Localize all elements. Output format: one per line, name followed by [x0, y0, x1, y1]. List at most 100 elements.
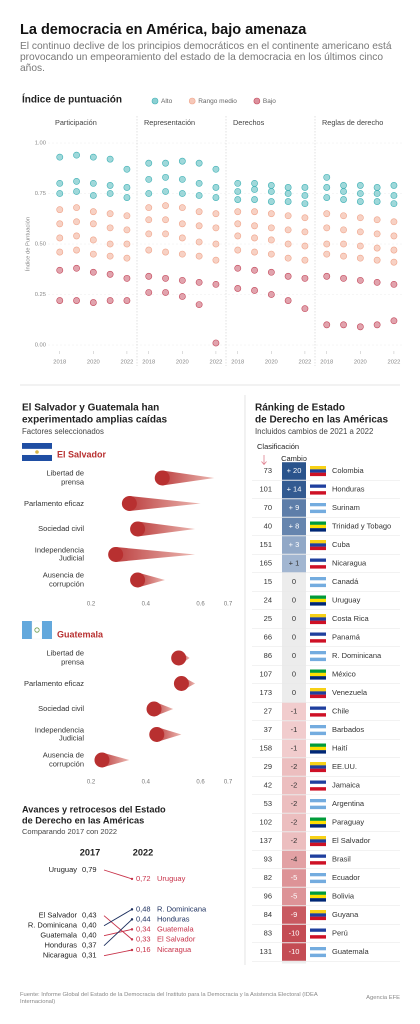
change-cell	[282, 628, 306, 647]
dot	[145, 204, 153, 212]
slope-end	[130, 938, 134, 941]
flag-stripe	[310, 894, 326, 899]
dot	[251, 186, 258, 193]
arrow-icon	[300, 451, 306, 462]
flag-stripe	[310, 595, 326, 599]
dot	[390, 246, 398, 254]
flag-stripe	[310, 521, 326, 525]
change: 0	[292, 614, 296, 623]
dot	[178, 190, 186, 197]
chart-title: Avances y retrocesos del Estado	[22, 804, 166, 814]
dot	[89, 250, 97, 258]
category-label: Libertad de prensa	[46, 648, 84, 666]
comet-head	[108, 547, 124, 562]
dot	[373, 244, 381, 252]
category-label: Independencia Judicial	[34, 545, 84, 563]
country-label: Guatemala	[157, 924, 195, 933]
change: 0	[292, 669, 296, 678]
dot	[356, 242, 364, 250]
dot	[123, 240, 131, 248]
flag-stripe	[310, 913, 326, 917]
rank: 107	[259, 669, 272, 678]
dot	[234, 188, 242, 195]
dot	[251, 196, 258, 203]
legend-label: Bajo	[263, 98, 276, 105]
change: -1	[291, 725, 298, 734]
dot	[356, 228, 364, 236]
dot	[56, 297, 64, 304]
dot	[234, 220, 242, 228]
dot	[73, 297, 80, 304]
dot	[162, 159, 169, 167]
dot	[373, 321, 381, 329]
flag-stripe	[310, 466, 326, 470]
country: Guyana	[332, 910, 359, 919]
dot	[356, 276, 364, 284]
dot	[373, 198, 381, 205]
slope-line	[103, 908, 133, 927]
flag-stripe	[310, 780, 326, 784]
rank: 131	[259, 947, 272, 956]
flag-stripe	[310, 509, 326, 514]
country: Honduras	[332, 484, 365, 493]
dot	[195, 222, 203, 230]
change: -5	[291, 873, 298, 882]
slope-line	[103, 869, 133, 880]
panel-title: Guatemala	[57, 629, 104, 639]
comet-head	[149, 727, 165, 742]
dot	[234, 246, 242, 254]
dot	[195, 159, 203, 167]
change-cell	[282, 647, 306, 665]
flag-stripe	[310, 620, 326, 625]
category-label: Parlamento eficaz	[23, 678, 84, 688]
change: -2	[291, 799, 298, 808]
y-axis-title: Índice de Puntuación	[25, 217, 32, 271]
flag-stripe	[310, 632, 326, 636]
page-subtitle: El continuo declive de los principios de…	[20, 41, 392, 74]
dot	[267, 250, 275, 258]
dot	[162, 274, 169, 282]
change: -2	[291, 817, 298, 826]
flag-stripe	[310, 953, 326, 958]
change-cell	[282, 591, 306, 610]
dot	[251, 222, 258, 230]
dot	[106, 240, 114, 248]
category-label: Parlamento eficaz	[23, 498, 84, 508]
rank: 83	[264, 928, 272, 937]
x-tick-label: 2020	[176, 360, 189, 366]
dot	[145, 289, 153, 296]
dot	[73, 232, 80, 240]
dot	[284, 198, 292, 205]
dot	[340, 188, 347, 195]
country: Surinam	[332, 503, 360, 512]
flag-stripe	[310, 543, 326, 547]
dot	[56, 248, 64, 256]
country: Venezuela	[332, 688, 368, 697]
dot	[73, 151, 80, 159]
slope-end	[130, 928, 134, 931]
country: Barbados	[332, 725, 364, 734]
change-cell	[282, 721, 306, 739]
dot	[145, 272, 153, 280]
x-tick-label: 2022	[387, 360, 400, 366]
flag-stripe	[310, 657, 326, 662]
y-tick-label: 0.50	[35, 242, 46, 248]
dot	[284, 272, 292, 280]
dot	[301, 256, 309, 264]
rank: 96	[264, 891, 272, 900]
dot	[106, 252, 114, 260]
change-cell	[282, 702, 306, 721]
country: Haití	[332, 743, 348, 752]
panel-title: Reglas de derecho	[322, 118, 383, 127]
country-label: El Salvador	[39, 911, 78, 920]
dot	[89, 153, 97, 161]
flag-stripe	[310, 546, 326, 551]
x-tick-label: 0.4	[142, 780, 151, 786]
rank: 29	[264, 762, 272, 771]
dot	[356, 254, 364, 262]
flag-stripe	[310, 728, 326, 732]
value-label: 0,43	[82, 911, 97, 920]
chart-subtitle: Factores seleccionados	[22, 427, 104, 436]
x-tick-label: 0.4	[142, 602, 151, 608]
change-cell	[282, 795, 306, 813]
